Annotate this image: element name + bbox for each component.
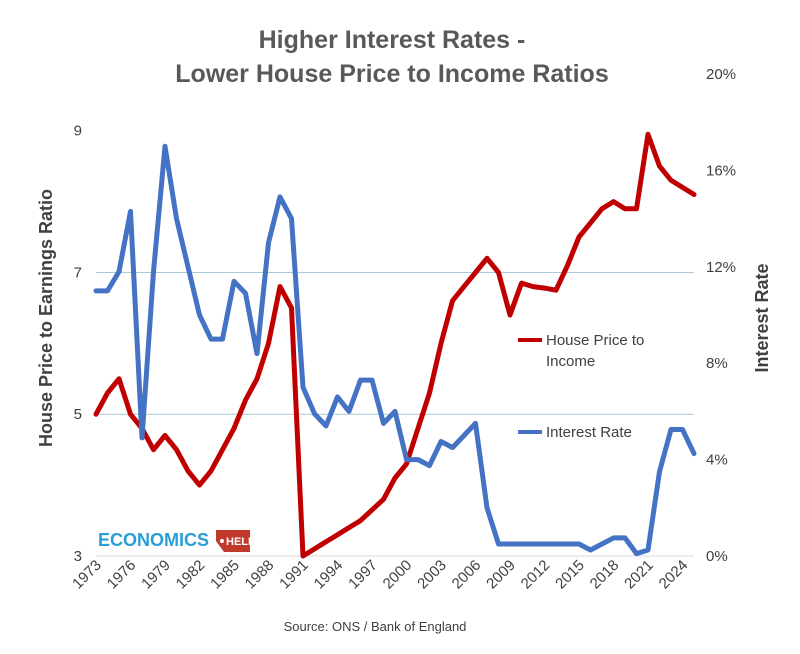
legend: House Price to Income Interest Rate [518,332,644,441]
right-axis-label: Interest Rate [752,263,772,372]
left-tick-label: 9 [74,123,82,140]
economics-help-logo: ECONOMICS HELP [98,530,255,552]
left-tick-label: 7 [74,264,82,281]
right-tick-label: 8% [706,355,728,372]
series-house-price-to-income [93,131,697,559]
x-tick-label: 2024 [656,557,692,593]
x-tick-label: 2021 [621,557,657,593]
x-tick-label: 2012 [518,557,554,593]
left-axis: 3 5 7 9 [74,123,82,565]
x-tick-label: 1976 [104,557,140,593]
x-tick-label: 2009 [483,557,519,593]
x-tick-label: 1991 [276,557,312,593]
right-tick-label: 20% [706,66,736,83]
series-interest-rate [93,143,697,557]
x-tick-label: 1988 [242,557,278,593]
right-tick-label: 4% [706,452,728,469]
right-tick-label: 0% [706,548,728,565]
x-tick-label: 1985 [207,557,243,593]
left-tick-label: 5 [74,406,82,423]
left-axis-label: House Price to Earnings Ratio [36,189,56,447]
x-axis: 1973197619791982198519881991199419972000… [69,557,691,593]
logo-tag-hole [220,539,224,543]
source-note: Source: ONS / Bank of England [284,619,467,634]
logo-tag-shape [216,530,250,552]
x-tick-label: 1997 [345,557,381,593]
chart-title-line2: Lower House Price to Income Ratios [175,60,608,88]
x-tick-label: 1994 [311,557,347,593]
x-tick-label: 1982 [173,557,209,593]
x-tick-label: 2000 [380,557,416,593]
x-tick-label: 1979 [138,557,174,593]
chart-title-line1: Higher Interest Rates - [259,26,526,54]
legend-label-house-price-line1: House Price to [546,332,644,349]
x-tick-label: 2003 [414,557,450,593]
series-lines [93,131,697,559]
x-tick-label: 2015 [552,557,588,593]
x-tick-label: 2018 [587,557,623,593]
logo-text: ECONOMICS [98,530,209,550]
logo-tag-text: HELP [226,536,255,548]
left-tick-label: 3 [74,548,82,565]
right-tick-label: 16% [706,162,736,179]
x-tick-label: 2006 [449,557,485,593]
legend-label-house-price-line2: Income [546,353,595,370]
right-tick-label: 12% [706,259,736,276]
right-axis: 0% 4% 8% 12% 16% 20% [706,66,736,565]
legend-label-interest-rate: Interest Rate [546,424,632,441]
